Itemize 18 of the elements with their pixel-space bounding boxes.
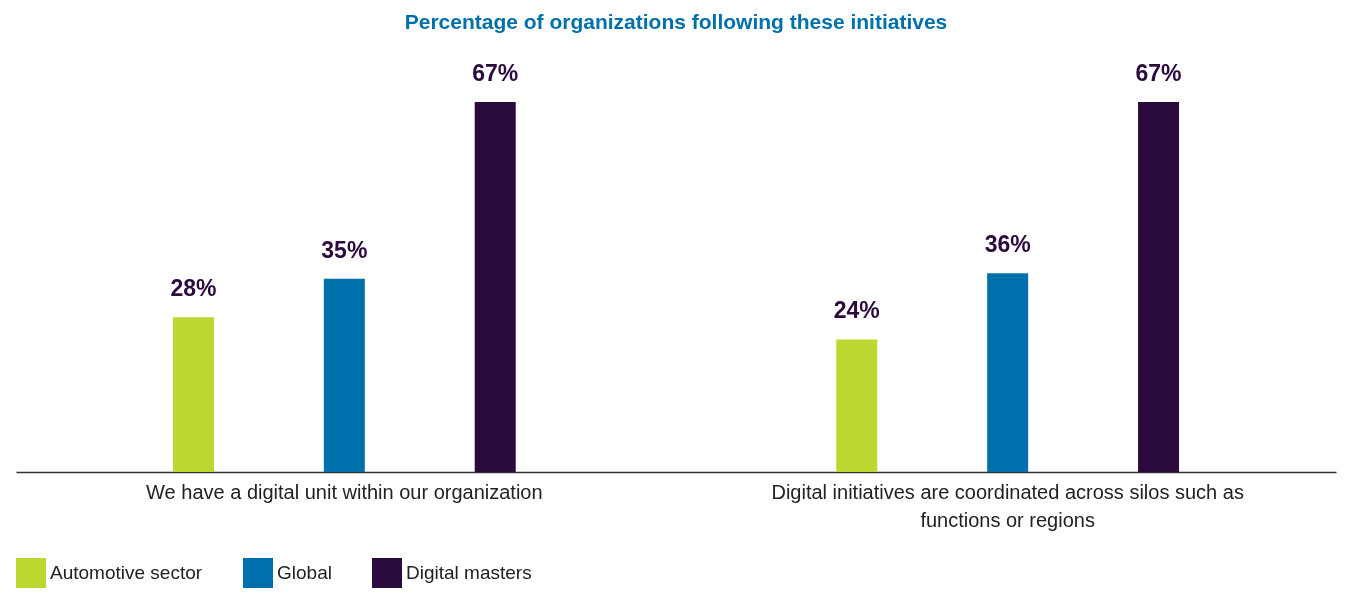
- bar: [1138, 102, 1180, 472]
- x-tick-label: We have a digital unit within our organization: [146, 480, 543, 503]
- bar: [987, 273, 1029, 472]
- data-label: 24%: [833, 297, 880, 324]
- legend-label: Automotive sector: [50, 562, 203, 583]
- legend-label: Digital masters: [406, 562, 532, 583]
- chart-title: Percentage of organizations following these initiatives: [404, 10, 948, 33]
- bar: [836, 339, 878, 472]
- data-label: 67%: [1135, 60, 1182, 86]
- data-label: 28%: [170, 275, 217, 302]
- data-label: 36%: [984, 231, 1031, 258]
- bar: [172, 317, 214, 472]
- x-tick-label: Digital initiatives are coordinated across silos such as functions or regions: [771, 480, 1244, 531]
- bar: [323, 278, 365, 472]
- data-label: 67%: [472, 60, 519, 86]
- data-label: 35%: [321, 236, 368, 263]
- legend-label: Global: [277, 562, 332, 583]
- bar: [474, 102, 516, 472]
